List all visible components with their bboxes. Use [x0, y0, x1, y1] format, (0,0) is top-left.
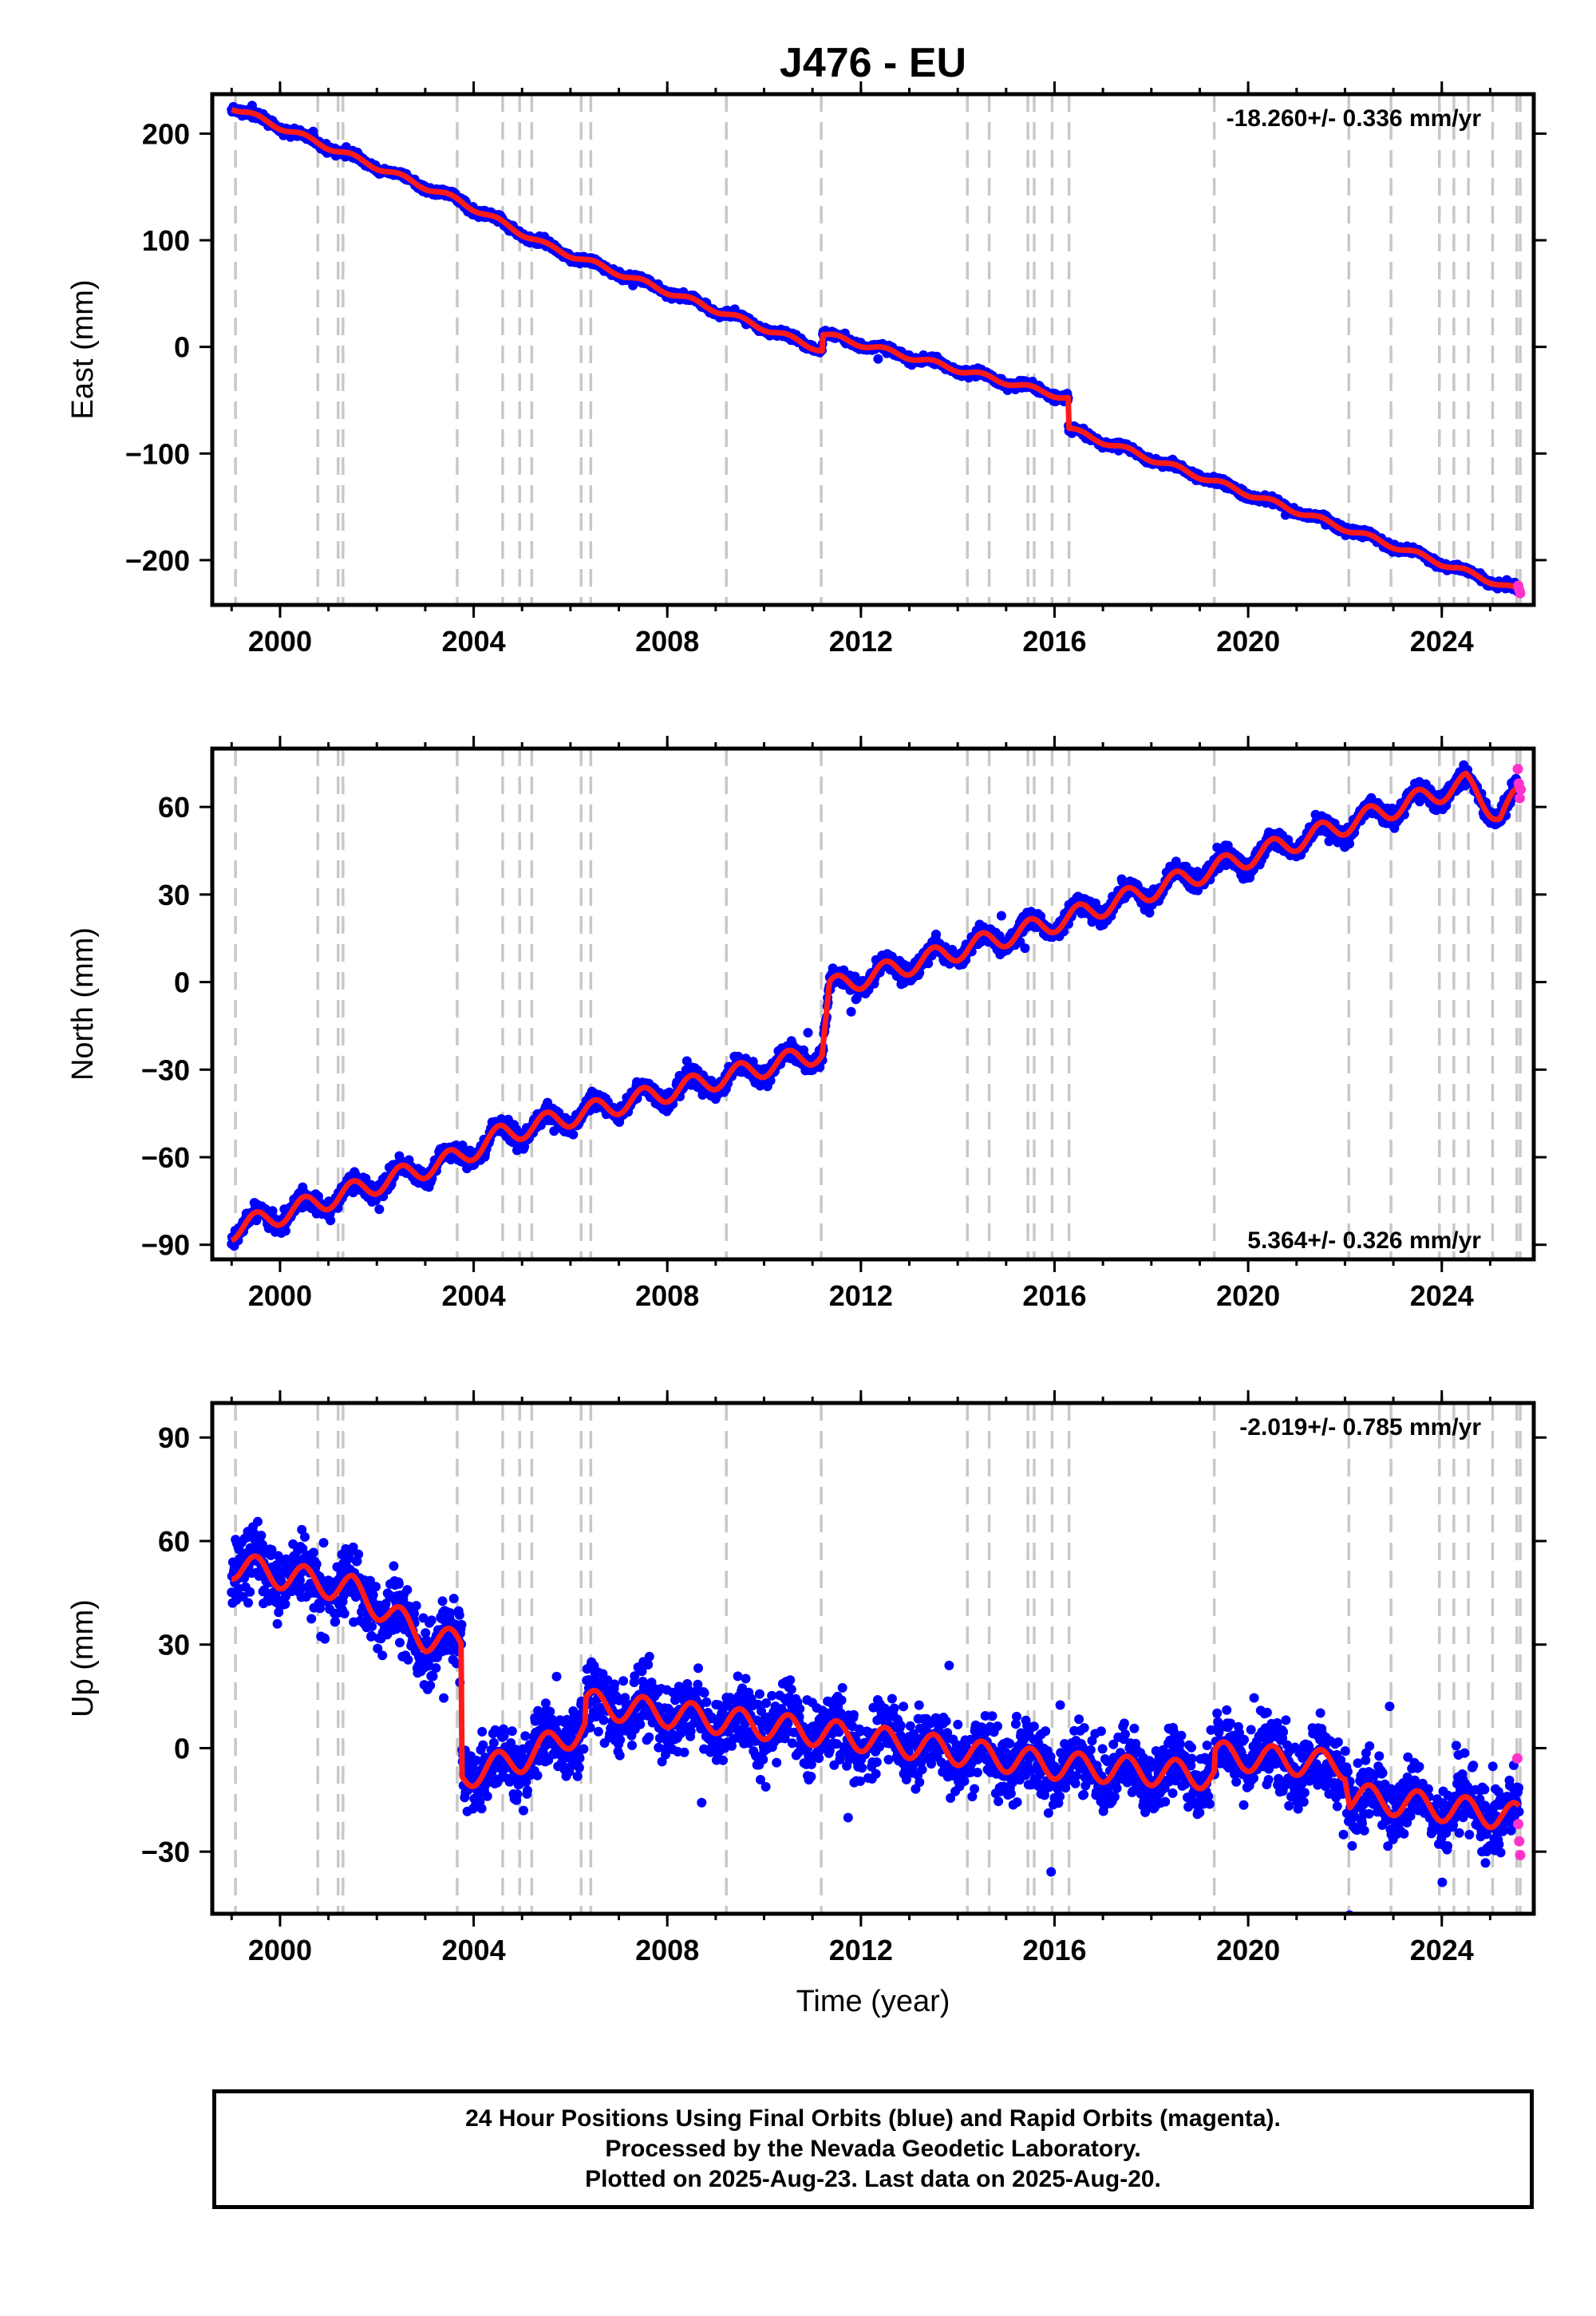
data-point — [803, 1028, 813, 1037]
plot-area — [227, 94, 1526, 605]
data-point — [1020, 943, 1030, 954]
x-tick-label: 2024 — [1410, 625, 1474, 658]
data-point — [374, 1204, 385, 1215]
y-tick-label: 0 — [174, 331, 190, 364]
panel-east: 2000 2004 2008 2012 2016 2020 2024 200 100 0 −100 −… — [66, 81, 1547, 658]
x-tick-label: 2000 — [248, 625, 312, 658]
y-tick-label: −100 — [125, 437, 190, 470]
x-tick-label: 2004 — [442, 625, 506, 658]
rapid-orbit-point — [1515, 587, 1526, 599]
panel-north: 2000 2004 2008 2012 2016 2020 202460300−30−60−… — [66, 736, 1547, 1312]
y-tick-label: −200 — [125, 544, 190, 577]
data-point — [326, 1215, 336, 1226]
y-tick-label: 200 — [142, 117, 190, 150]
x-tick-label: 2020 — [1216, 625, 1280, 658]
data-point — [568, 1129, 579, 1140]
data-point — [873, 354, 883, 364]
data-point — [931, 929, 941, 939]
data-point — [281, 1226, 290, 1236]
velocity-label: -18.260+/- 0.336 mm/yr — [1227, 105, 1482, 132]
plot-title: J476 - EU — [780, 40, 966, 86]
panels: 2000 2004 2008 2012 2016 2020 2024 200 100 0 −100 −… — [66, 81, 1547, 2018]
data-point — [846, 1006, 856, 1017]
x-tick-label: 2012 — [829, 625, 893, 658]
y-tick-label: 100 — [142, 224, 190, 257]
x-tick-label: 2008 — [635, 625, 699, 658]
x-tick-label: 2016 — [1022, 625, 1086, 658]
plot-area — [227, 749, 1527, 1259]
data-point — [996, 911, 1006, 921]
y-axis-label: East (mm) — [66, 279, 100, 419]
